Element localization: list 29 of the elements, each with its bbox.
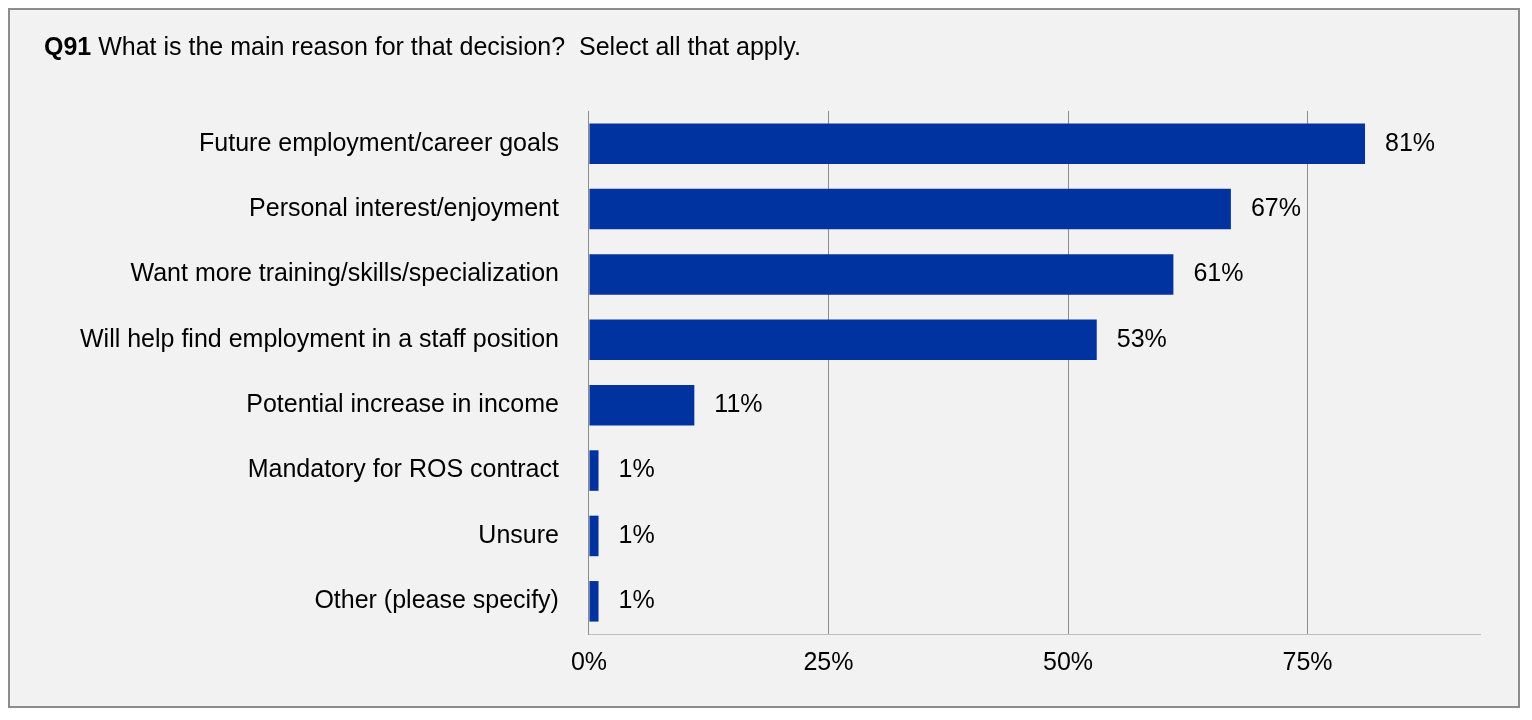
y-tick-label: Mandatory for ROS contract [247,454,559,483]
data-label: 1% [618,585,655,614]
bar [589,384,695,426]
data-label: 1% [618,519,655,548]
data-label: 1% [618,454,655,483]
y-tick-label: Unsure [478,519,559,548]
data-label: 53% [1116,323,1167,352]
x-tick-label: 75% [1282,646,1333,675]
bar [589,450,599,491]
data-label: 67% [1250,192,1301,221]
bar [589,188,1231,230]
y-tick-label: Other (please specify) [314,585,559,614]
y-tick-label: Future employment/career goals [199,127,559,156]
y-tick-label: Personal interest/enjoyment [249,192,559,221]
chart-title: Q91 What is the main reason for that decision? Select all that apply. [44,32,801,60]
bar [589,581,599,622]
x-tick-label: 50% [1042,646,1094,675]
y-tick-label: Will help find employment in a staff position [79,323,559,352]
bar [589,515,599,557]
data-label: 81% [1385,127,1436,156]
data-label: 11% [714,389,763,418]
bar [589,254,1174,295]
y-tick-label: Potential increase in income [246,389,559,418]
bar [589,123,1366,164]
x-tick-label: 25% [803,646,854,675]
x-tick-label: 0% [570,646,608,675]
bar [589,319,1097,361]
y-tick-label: Want more training/skills/specialization [130,258,559,287]
data-label: 61% [1193,258,1244,287]
